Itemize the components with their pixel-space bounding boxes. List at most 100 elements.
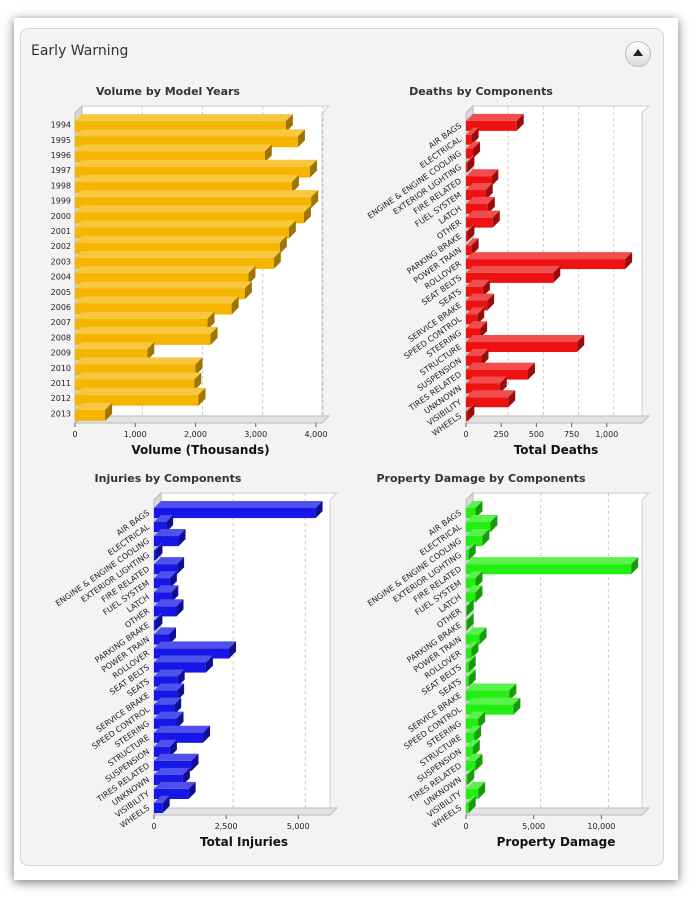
bar bbox=[466, 718, 479, 729]
bar bbox=[75, 333, 211, 345]
x-tick-label: 4,000 bbox=[305, 430, 328, 439]
bar-side bbox=[482, 529, 490, 547]
bar bbox=[154, 507, 316, 519]
bar bbox=[154, 662, 206, 673]
bar bbox=[154, 648, 230, 659]
bar bbox=[466, 648, 472, 659]
bar-top bbox=[466, 795, 476, 803]
bar-side bbox=[478, 781, 486, 799]
bar-top bbox=[154, 725, 211, 733]
bar-side bbox=[194, 372, 202, 391]
bar-side bbox=[273, 250, 281, 269]
y-category-label: 2000 bbox=[51, 212, 71, 221]
bar-top bbox=[466, 293, 495, 301]
y-category-label: 1995 bbox=[51, 136, 71, 145]
bar-top bbox=[75, 205, 311, 213]
bar bbox=[154, 634, 170, 645]
bar bbox=[75, 197, 312, 209]
x-axis-label: Volume (Thousands) bbox=[131, 443, 269, 457]
y-category-label: 2010 bbox=[51, 364, 71, 373]
y-category-label: 2006 bbox=[51, 303, 71, 312]
plot-floor bbox=[464, 415, 651, 424]
bar-top bbox=[154, 753, 199, 761]
y-category-label: 2013 bbox=[51, 409, 71, 418]
bar-side bbox=[166, 515, 174, 533]
bar-top bbox=[154, 739, 177, 747]
x-axis-label: Property Damage bbox=[497, 835, 616, 849]
bar bbox=[466, 620, 467, 631]
bar-top bbox=[75, 402, 113, 410]
x-tick-label: 0 bbox=[72, 430, 77, 439]
bar-side bbox=[468, 669, 476, 687]
y-category-label: 1994 bbox=[51, 121, 71, 130]
bar bbox=[75, 181, 292, 193]
bar-top bbox=[466, 196, 495, 204]
bar-top bbox=[466, 141, 481, 149]
bar-side bbox=[309, 159, 317, 178]
bar-top bbox=[154, 571, 177, 579]
chevron-up-icon[interactable] bbox=[625, 41, 651, 67]
bar-top bbox=[466, 655, 476, 663]
x-tick-label: 250 bbox=[494, 430, 509, 439]
bar bbox=[75, 303, 232, 315]
bar-top bbox=[466, 641, 479, 649]
bar-side bbox=[478, 711, 486, 729]
bar-side bbox=[169, 627, 177, 645]
bar bbox=[75, 227, 289, 239]
bar-top bbox=[466, 739, 480, 747]
bar-side bbox=[229, 641, 237, 659]
x-tick-label: 0 bbox=[463, 430, 468, 439]
bar-top bbox=[75, 387, 206, 395]
bar-top bbox=[466, 113, 524, 121]
bar-top bbox=[466, 169, 499, 177]
bar bbox=[466, 704, 514, 715]
bar-top bbox=[466, 335, 585, 343]
bar-side bbox=[311, 190, 319, 209]
bar-side bbox=[480, 321, 488, 339]
bar-top bbox=[466, 669, 476, 677]
bar-side bbox=[297, 129, 305, 148]
x-tick-label: 0 bbox=[463, 822, 468, 831]
bar-side bbox=[471, 127, 479, 145]
bar-top bbox=[466, 224, 475, 232]
bar-side bbox=[467, 155, 475, 173]
x-tick-label: 2,500 bbox=[215, 822, 238, 831]
bar-side bbox=[625, 252, 633, 270]
bar-top bbox=[466, 321, 488, 329]
bar-side bbox=[482, 279, 490, 297]
bar-top bbox=[154, 585, 179, 593]
y-category-label: 2007 bbox=[51, 318, 71, 327]
bar-side bbox=[467, 767, 475, 785]
bar bbox=[466, 578, 476, 589]
bar-top bbox=[466, 265, 561, 273]
bar-side bbox=[479, 627, 487, 645]
bar-side bbox=[468, 543, 476, 561]
bar bbox=[75, 318, 208, 330]
bar bbox=[154, 536, 179, 547]
bar-top bbox=[154, 543, 163, 551]
bar-side bbox=[288, 220, 296, 239]
bar bbox=[154, 802, 163, 814]
bar-side bbox=[155, 613, 163, 631]
bar-side bbox=[485, 183, 493, 200]
bar bbox=[154, 774, 183, 785]
chart-title: Deaths by Components bbox=[409, 85, 553, 98]
x-axis-label: Total Injuries bbox=[200, 835, 288, 849]
bar bbox=[154, 564, 178, 575]
bar-side bbox=[207, 311, 215, 330]
y-category-label: 1999 bbox=[51, 197, 71, 206]
bar bbox=[466, 662, 469, 673]
bar-top bbox=[75, 296, 239, 304]
bar-side bbox=[491, 169, 499, 187]
bar-side bbox=[169, 571, 177, 589]
bar bbox=[75, 121, 286, 133]
bar bbox=[466, 397, 509, 408]
x-tick-label: 5,000 bbox=[287, 822, 310, 831]
bar-top bbox=[154, 795, 170, 803]
bar bbox=[466, 176, 492, 187]
bar-top bbox=[75, 220, 296, 228]
bar-top bbox=[466, 543, 476, 551]
bar-top bbox=[75, 266, 256, 274]
bar-side bbox=[178, 529, 186, 547]
bar-side bbox=[195, 357, 203, 376]
